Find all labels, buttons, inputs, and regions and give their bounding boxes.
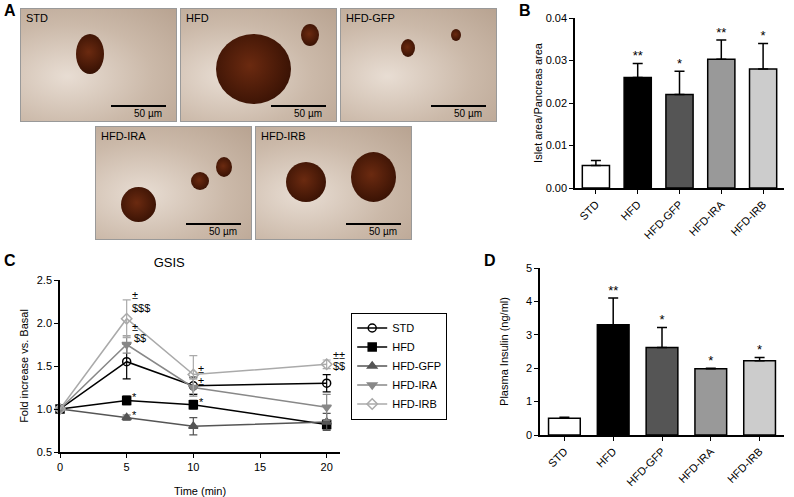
svg-text:0: 0 bbox=[526, 429, 532, 441]
html-text:HFD-IRB: HFD-IRB bbox=[261, 130, 306, 142]
html-text:A: A bbox=[4, 2, 16, 19]
svg-text:0.5: 0.5 bbox=[37, 446, 52, 458]
svg-text:*: * bbox=[708, 353, 713, 368]
svg-text:10: 10 bbox=[187, 461, 199, 473]
html-text:HFD: HFD bbox=[186, 12, 209, 24]
svg-text:±±: ±± bbox=[333, 349, 345, 361]
svg-text:HFD-IRA: HFD-IRA bbox=[687, 198, 727, 238]
svg-text:HFD: HFD bbox=[594, 445, 619, 470]
svg-text:*: * bbox=[677, 56, 682, 71]
svg-text:0.01: 0.01 bbox=[546, 139, 567, 151]
svg-text:±: ± bbox=[198, 375, 204, 387]
svg-text:$$: $$ bbox=[134, 332, 146, 344]
html-text:C: C bbox=[4, 252, 16, 269]
svg-text:HFD-GFP: HFD-GFP bbox=[392, 360, 441, 372]
svg-text:3: 3 bbox=[526, 329, 532, 341]
svg-text:*: * bbox=[199, 396, 204, 408]
svg-text:20: 20 bbox=[321, 461, 333, 473]
svg-text:0.04: 0.04 bbox=[546, 12, 567, 24]
svg-text:±: ± bbox=[132, 321, 138, 333]
svg-text:HFD: HFD bbox=[619, 198, 644, 223]
svg-text:Plasma Insulin (ng/ml): Plasma Insulin (ng/ml) bbox=[498, 297, 510, 406]
svg-text:HFD-IRA: HFD-IRA bbox=[676, 445, 716, 485]
svg-text:*: * bbox=[757, 342, 762, 357]
svg-text:0.03: 0.03 bbox=[546, 54, 567, 66]
svg-text:*: * bbox=[132, 391, 137, 403]
svg-text:*: * bbox=[132, 409, 137, 421]
svg-text:HFD-IRB: HFD-IRB bbox=[725, 445, 765, 485]
svg-text:2: 2 bbox=[526, 362, 532, 374]
svg-text:Time (min): Time (min) bbox=[174, 485, 226, 497]
svg-text:HFD: HFD bbox=[392, 341, 415, 353]
html-text:STD: STD bbox=[26, 12, 48, 24]
svg-text:STD: STD bbox=[546, 445, 570, 469]
html-text:50 µm: 50 µm bbox=[209, 226, 237, 237]
svg-text:$$: $$ bbox=[333, 360, 345, 372]
html-text:50 µm: 50 µm bbox=[369, 226, 397, 237]
svg-text:1.5: 1.5 bbox=[37, 360, 52, 372]
svg-text:**: ** bbox=[633, 48, 643, 63]
svg-text:±: ± bbox=[198, 363, 204, 375]
svg-text:2.0: 2.0 bbox=[37, 317, 52, 329]
html-text:D: D bbox=[484, 252, 496, 269]
svg-text:0.00: 0.00 bbox=[546, 182, 567, 194]
svg-text:4: 4 bbox=[526, 295, 532, 307]
svg-text:*: * bbox=[761, 28, 766, 43]
svg-text:STD: STD bbox=[392, 322, 414, 334]
svg-text:5: 5 bbox=[124, 461, 130, 473]
svg-text:**: ** bbox=[716, 25, 726, 40]
html-text:50 µm: 50 µm bbox=[454, 108, 482, 119]
svg-text:HFD-GFP: HFD-GFP bbox=[624, 445, 667, 488]
html-text:HFD-GFP: HFD-GFP bbox=[346, 12, 395, 24]
svg-text:$$$: $$$ bbox=[132, 302, 150, 314]
html-text:B: B bbox=[519, 2, 531, 19]
svg-text:1.0: 1.0 bbox=[37, 403, 52, 415]
html-text:HFD-IRA: HFD-IRA bbox=[101, 130, 146, 142]
svg-text:±: ± bbox=[132, 289, 138, 301]
svg-text:0: 0 bbox=[57, 461, 63, 473]
svg-text:GSIS: GSIS bbox=[154, 255, 185, 270]
svg-text:**: ** bbox=[608, 283, 618, 298]
svg-text:HFD-IRA: HFD-IRA bbox=[392, 379, 437, 391]
svg-text:5: 5 bbox=[526, 262, 532, 274]
svg-text:HFD-IRB: HFD-IRB bbox=[728, 198, 768, 238]
html-text:50 µm: 50 µm bbox=[134, 108, 162, 119]
svg-text:HFD-GFP: HFD-GFP bbox=[642, 198, 685, 241]
svg-text:STD: STD bbox=[577, 198, 601, 222]
svg-text:15: 15 bbox=[254, 461, 266, 473]
svg-text:*: * bbox=[659, 312, 664, 327]
svg-text:0.02: 0.02 bbox=[546, 97, 567, 109]
svg-text:Fold increase vs. Basal: Fold increase vs. Basal bbox=[18, 309, 30, 423]
svg-text:2.5: 2.5 bbox=[37, 274, 52, 286]
svg-text:1: 1 bbox=[526, 395, 532, 407]
html-text:50 µm: 50 µm bbox=[294, 108, 322, 119]
svg-text:Islet area/Pancreas area: Islet area/Pancreas area bbox=[532, 42, 544, 163]
svg-text:HFD-IRB: HFD-IRB bbox=[392, 398, 437, 410]
